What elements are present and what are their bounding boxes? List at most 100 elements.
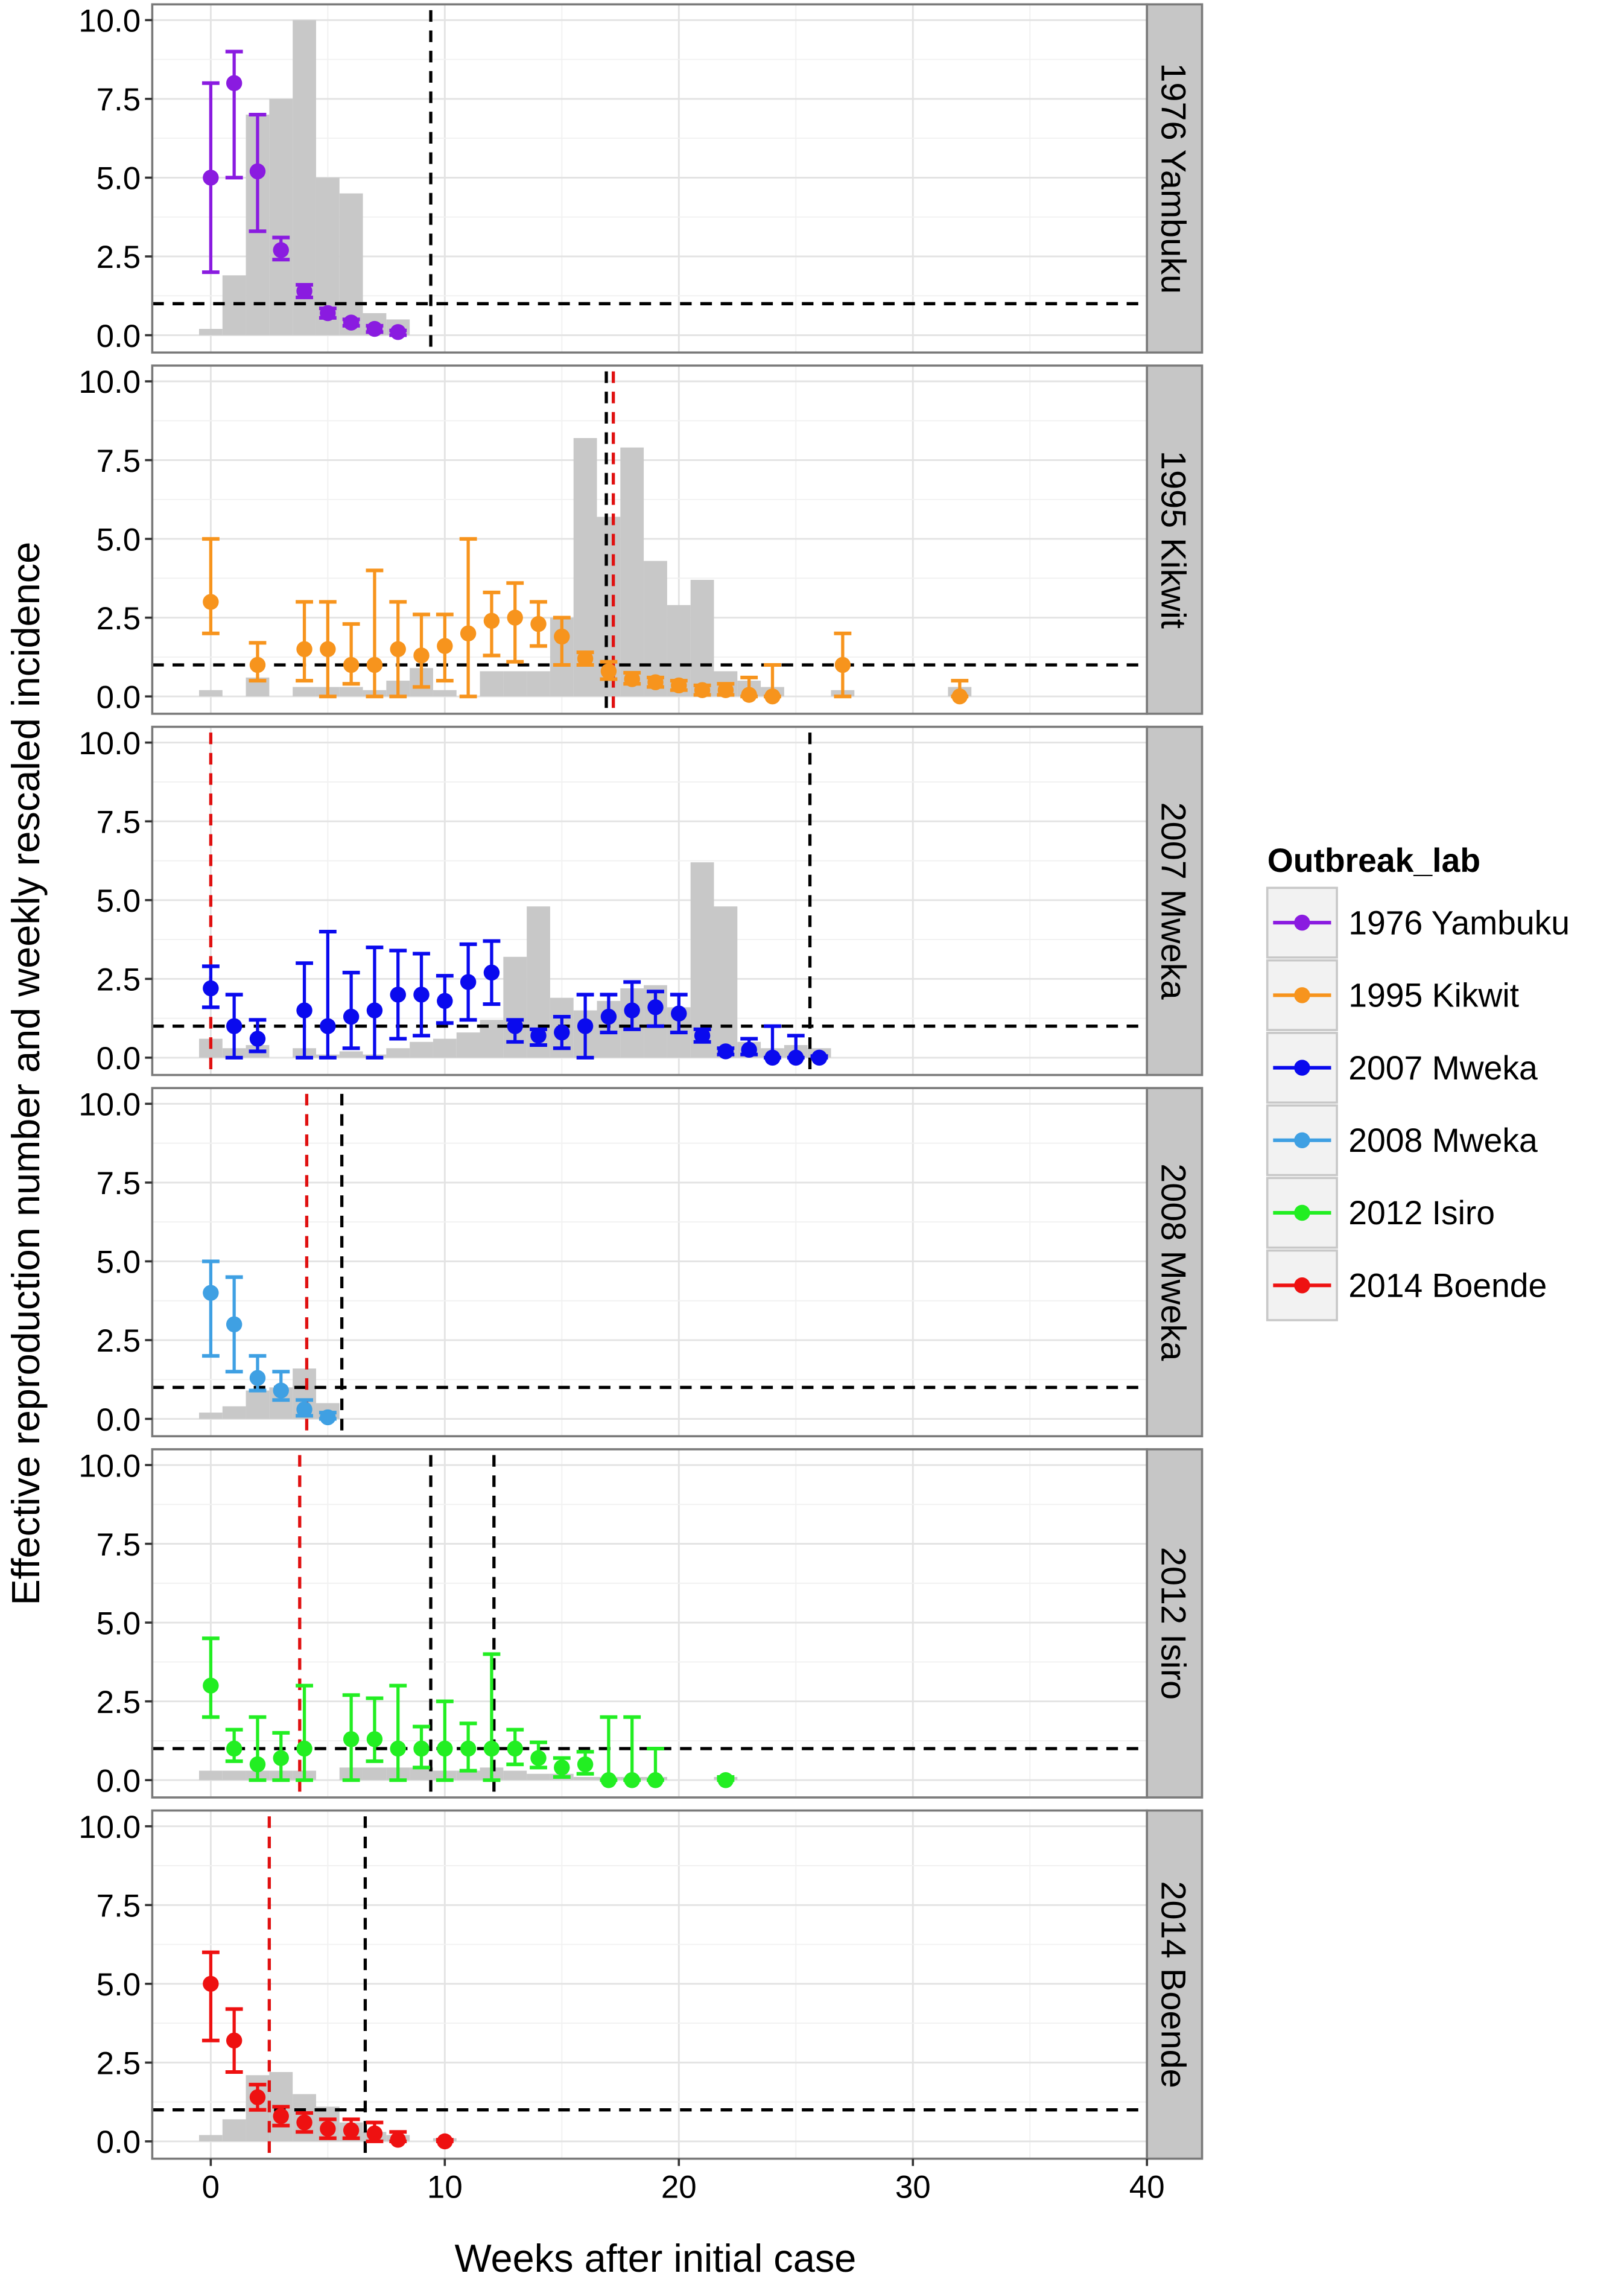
data-point — [390, 2132, 406, 2148]
data-point — [600, 1008, 617, 1025]
legend-point — [1294, 1060, 1310, 1076]
y-tick-label: 2.5 — [97, 2046, 141, 2082]
data-point — [483, 964, 500, 981]
y-tick-label: 2.5 — [97, 962, 141, 998]
data-point — [296, 641, 312, 658]
x-tick-label: 0 — [202, 2170, 220, 2205]
incidence-bar — [293, 20, 316, 335]
legend-point — [1294, 1277, 1310, 1294]
data-point — [577, 1756, 594, 1773]
y-tick-label: 5.0 — [97, 161, 141, 197]
facet-strip — [1146, 3, 1204, 354]
data-point — [694, 1028, 711, 1044]
incidence-bar — [198, 1413, 223, 1419]
data-point — [437, 2133, 453, 2150]
y-tick-label: 0.0 — [97, 679, 141, 715]
data-point — [577, 1018, 594, 1034]
data-point — [296, 283, 312, 299]
data-point — [366, 1002, 383, 1019]
incidence-bar — [198, 1770, 223, 1781]
data-point — [320, 2120, 336, 2137]
incidence-bar — [410, 1041, 433, 1058]
data-point — [366, 2125, 383, 2142]
incidence-bar — [339, 193, 363, 335]
incidence-bar — [222, 2119, 246, 2141]
data-point — [226, 1018, 243, 1034]
data-point — [413, 1740, 430, 1757]
facet-label: 2014 Boende — [1153, 1881, 1192, 2088]
data-point — [273, 1382, 289, 1399]
data-point — [249, 1370, 266, 1386]
data-point — [437, 638, 453, 654]
data-point — [226, 2032, 243, 2049]
incidence-bar — [293, 687, 316, 697]
x-tick-label: 20 — [661, 2170, 697, 2205]
incidence-bar — [198, 329, 223, 335]
incidence-bar — [339, 687, 363, 697]
facet-strip — [1146, 725, 1204, 1076]
data-point — [717, 1043, 734, 1060]
panel-1995-kikwit: 1995 Kikwit 0.0 2.5 5.0 7.5 10.0 — [78, 364, 1204, 715]
y-tick-label: 7.5 — [97, 82, 141, 118]
panel-2008-mweka: 2008 Mweka 0.0 2.5 5.0 7.5 10.0 — [78, 1087, 1204, 1438]
data-point — [507, 1740, 523, 1757]
incidence-bar — [269, 98, 293, 335]
data-point — [343, 1731, 360, 1747]
incidence-bar — [198, 690, 223, 697]
data-point — [226, 75, 243, 91]
data-point — [741, 1041, 757, 1058]
data-point — [671, 677, 687, 694]
legend-label: 1995 Kikwit — [1348, 977, 1519, 1014]
data-point — [203, 170, 219, 186]
incidence-bar — [690, 579, 714, 697]
incidence-bar — [386, 1048, 410, 1058]
data-point — [741, 687, 757, 703]
legend-label: 2014 Boende — [1348, 1267, 1547, 1304]
data-point — [343, 314, 360, 331]
incidence-bar — [433, 690, 457, 697]
data-point — [390, 1740, 406, 1757]
data-point — [460, 1740, 477, 1757]
data-point — [460, 974, 477, 990]
data-point — [343, 656, 360, 673]
legend-point — [1294, 1204, 1310, 1221]
panel-2007-mweka: 2007 Mweka 0.0 2.5 5.0 7.5 10.0 — [78, 725, 1204, 1076]
incidence-bar — [456, 1032, 480, 1058]
data-point — [366, 320, 383, 337]
y-tick-label: 5.0 — [97, 1245, 141, 1280]
data-point — [764, 1049, 781, 1066]
data-point — [413, 987, 430, 1003]
facet-label: 2008 Mweka — [1153, 1163, 1192, 1361]
facet-strip — [1146, 1809, 1204, 2160]
y-tick-label: 0.0 — [97, 319, 141, 354]
data-point — [390, 987, 406, 1003]
data-point — [624, 671, 640, 687]
data-point — [530, 615, 547, 632]
data-point — [273, 242, 289, 258]
y-tick-label: 0.0 — [97, 1763, 141, 1799]
y-tick-label: 0.0 — [97, 2125, 141, 2160]
data-point — [203, 594, 219, 610]
y-tick-label: 7.5 — [97, 1527, 141, 1563]
data-point — [343, 1008, 360, 1025]
data-point — [320, 305, 336, 322]
legend-point — [1294, 1132, 1310, 1149]
facet-label: 2012 Isiro — [1153, 1547, 1192, 1700]
data-point — [647, 999, 664, 1015]
y-axis-label: Effective reproduction number and weekly… — [4, 542, 48, 1606]
y-tick-label: 10.0 — [78, 1810, 141, 1845]
data-point — [577, 650, 594, 667]
incidence-bar — [246, 1390, 270, 1419]
data-point — [249, 1756, 266, 1773]
data-point — [647, 1772, 664, 1788]
y-tick-label: 10.0 — [78, 1087, 141, 1123]
y-tick-label: 0.0 — [97, 1041, 141, 1076]
y-tick-label: 2.5 — [97, 240, 141, 275]
y-tick-label: 2.5 — [97, 601, 141, 637]
data-point — [343, 2122, 360, 2138]
data-point — [483, 612, 500, 629]
x-tick-label: 40 — [1129, 2170, 1165, 2205]
y-tick-label: 10.0 — [78, 726, 141, 761]
legend-label: 2007 Mweka — [1348, 1049, 1538, 1087]
